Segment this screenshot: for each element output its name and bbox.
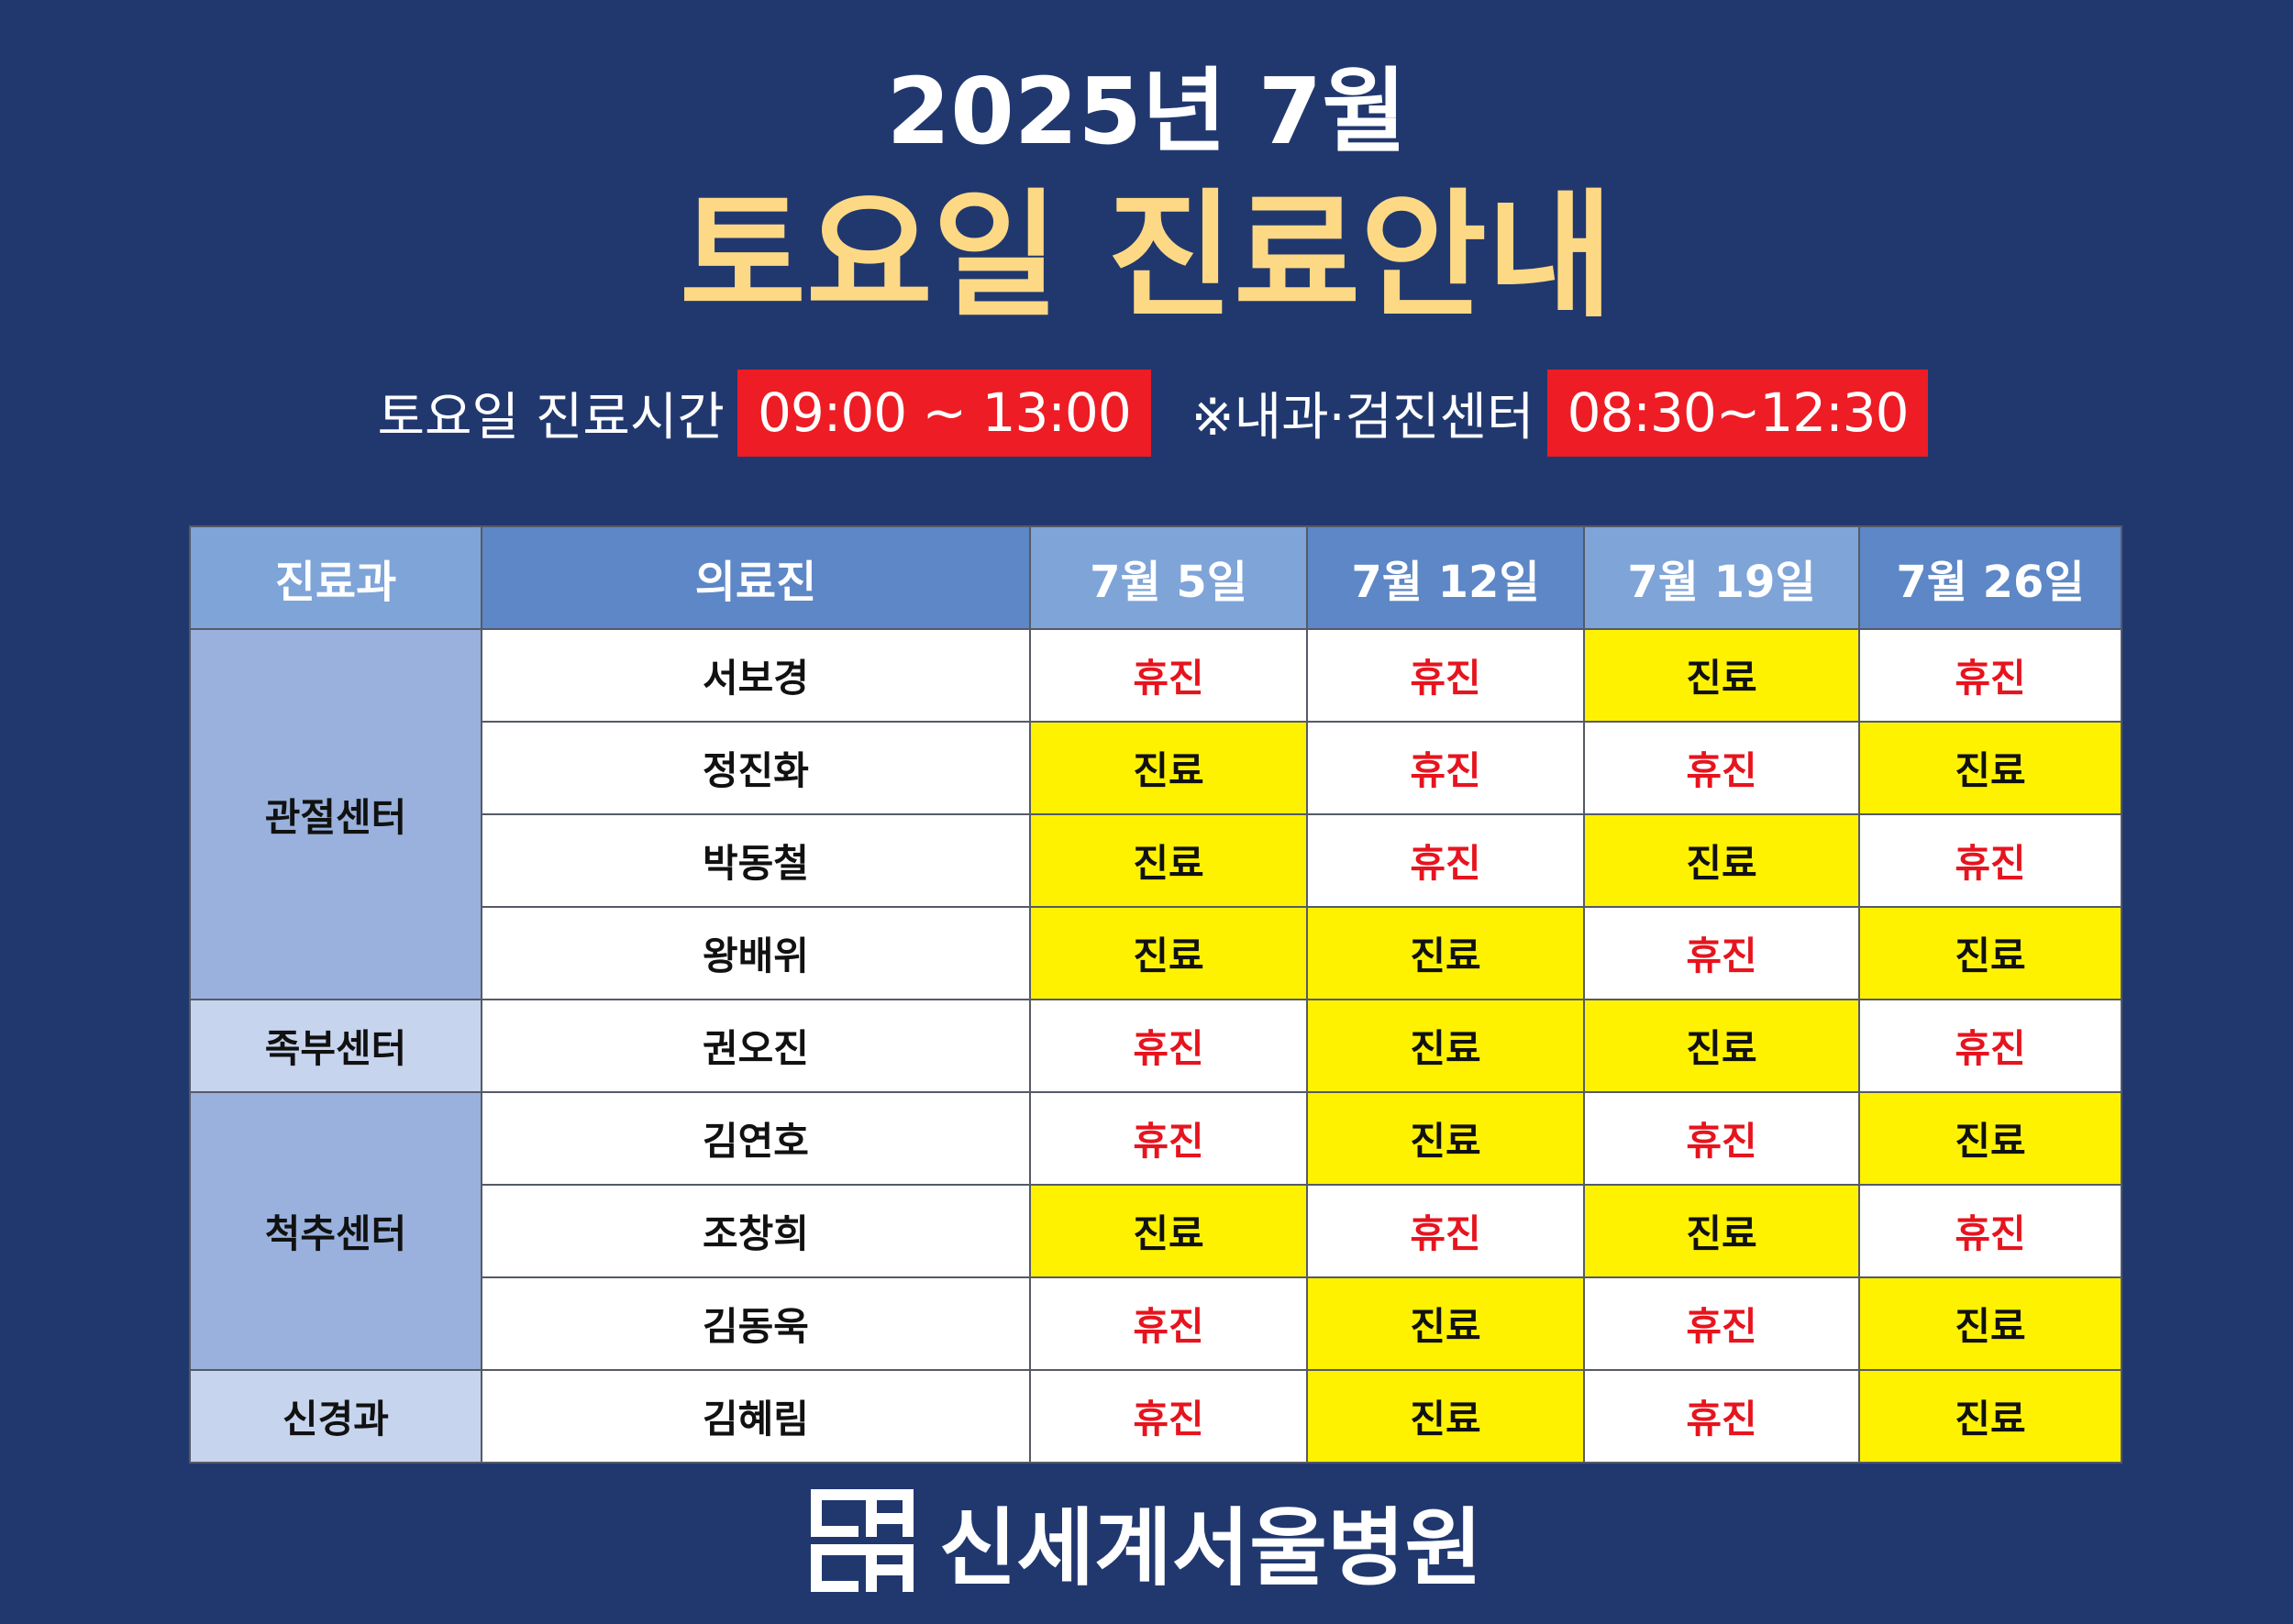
department-cell: 척추센터 — [189, 1091, 482, 1371]
department-cell: 관절센터 — [189, 628, 482, 1000]
status-cell: 진료 — [1029, 813, 1308, 908]
doctor-name-cell: 김혜림 — [481, 1369, 1031, 1464]
status-cell: 휴진 — [1029, 999, 1308, 1093]
status-cell: 진료 — [1583, 1184, 1860, 1278]
status-cell: 휴진 — [1858, 1184, 2122, 1278]
department-cell: 족부센터 — [189, 999, 482, 1093]
status-cell: 진료 — [1306, 999, 1585, 1093]
saturday-hours-label: 토요일 진료시간 — [377, 388, 725, 447]
column-header-date-3: 7월 19일 — [1583, 525, 1860, 630]
status-cell: 휴진 — [1306, 721, 1585, 815]
status-cell: 휴진 — [1029, 628, 1308, 723]
doctor-name-cell: 서보경 — [481, 628, 1031, 723]
table-row: 척추센터 김연호 휴진 진료 휴진 진료 — [189, 1091, 2122, 1371]
status-cell: 휴진 — [1583, 906, 1860, 1000]
doctor-name-cell: 권오진 — [481, 999, 1031, 1093]
table-header-row: 진료과 의료진 7월 5일 7월 12일 7월 19일 7월 26일 — [189, 525, 2122, 630]
status-cell: 휴진 — [1583, 1276, 1860, 1371]
status-cell: 진료 — [1306, 1091, 1585, 1186]
column-header-date-4: 7월 26일 — [1858, 525, 2122, 630]
table-row: 왕배위 진료 진료 휴진 진료 — [190, 906, 2122, 1000]
internal-hours-badge: 08:30~12:30 — [1546, 370, 1929, 457]
doctor-name-cell: 김동욱 — [481, 1276, 1031, 1371]
status-cell: 휴진 — [1029, 1091, 1308, 1186]
schedule-table: 진료과 의료진 7월 5일 7월 12일 7월 19일 7월 26일 관절센터 서… — [189, 525, 2122, 1464]
table-row: 조창희 진료 휴진 진료 휴진 — [190, 1184, 2122, 1278]
table-row: 관절센터 서보경 휴진 휴진 진료 휴진 — [189, 628, 2122, 1000]
status-cell: 휴진 — [1029, 1276, 1308, 1371]
table-row: 족부센터 권오진 휴진 진료 진료 휴진 — [189, 999, 2122, 1093]
doctor-name-cell: 왕배위 — [481, 906, 1031, 1000]
status-cell: 휴진 — [1306, 813, 1585, 908]
column-header-date-2: 7월 12일 — [1306, 525, 1585, 630]
status-cell: 휴진 — [1583, 1091, 1860, 1186]
column-header-doctor: 의료진 — [481, 525, 1031, 630]
status-cell: 진료 — [1306, 1276, 1585, 1371]
status-cell: 진료 — [1306, 1369, 1585, 1464]
column-header-date-1: 7월 5일 — [1029, 525, 1308, 630]
status-cell: 진료 — [1583, 628, 1860, 723]
department-cell: 신경과 — [189, 1369, 482, 1464]
status-cell: 진료 — [1029, 906, 1308, 1000]
hours-info: 토요일 진료시간 09:00 ~ 13:00 ※내과·검진센터 08:30~12… — [0, 370, 2293, 457]
hospital-logo: 신세계서울병원 — [0, 1486, 2293, 1597]
page-title: 토요일 진료안내 — [679, 177, 1614, 337]
doctor-name-cell: 조창희 — [481, 1184, 1031, 1278]
status-cell: 진료 — [1029, 1184, 1308, 1278]
column-header-department: 진료과 — [189, 525, 482, 630]
status-cell: 진료 — [1858, 1369, 2122, 1464]
table-row: 박동철 진료 휴진 진료 휴진 — [190, 813, 2122, 908]
status-cell: 휴진 — [1583, 1369, 1860, 1464]
status-cell: 휴진 — [1029, 1369, 1308, 1464]
year-month-title: 2025년 7월 — [886, 58, 1407, 165]
status-cell: 진료 — [1583, 999, 1860, 1093]
status-cell: 진료 — [1306, 906, 1585, 1000]
status-cell: 휴진 — [1858, 628, 2122, 723]
internal-hours-label: ※내과·검진센터 — [1191, 388, 1534, 447]
hospital-logo-icon — [810, 1489, 914, 1592]
hospital-name: 신세계서울병원 — [938, 1498, 1483, 1597]
status-cell: 진료 — [1858, 906, 2122, 1000]
status-cell: 진료 — [1858, 1091, 2122, 1186]
status-cell: 진료 — [1583, 813, 1860, 908]
status-cell: 휴진 — [1858, 813, 2122, 908]
table-row: 정진화 진료 휴진 휴진 진료 — [190, 721, 2122, 815]
status-cell: 진료 — [1029, 721, 1308, 815]
table-row: 김동욱 휴진 진료 휴진 진료 — [190, 1276, 2122, 1371]
status-cell: 휴진 — [1583, 721, 1860, 815]
status-cell: 휴진 — [1306, 1184, 1585, 1278]
saturday-hours-badge: 09:00 ~ 13:00 — [737, 370, 1151, 457]
table-row: 신경과 김혜림 휴진 진료 휴진 진료 — [189, 1369, 2122, 1464]
doctor-name-cell: 박동철 — [481, 813, 1031, 908]
status-cell: 진료 — [1858, 721, 2122, 815]
status-cell: 휴진 — [1306, 628, 1585, 723]
doctor-name-cell: 김연호 — [481, 1091, 1031, 1186]
doctor-name-cell: 정진화 — [481, 721, 1031, 815]
status-cell: 진료 — [1858, 1276, 2122, 1371]
status-cell: 휴진 — [1858, 999, 2122, 1093]
